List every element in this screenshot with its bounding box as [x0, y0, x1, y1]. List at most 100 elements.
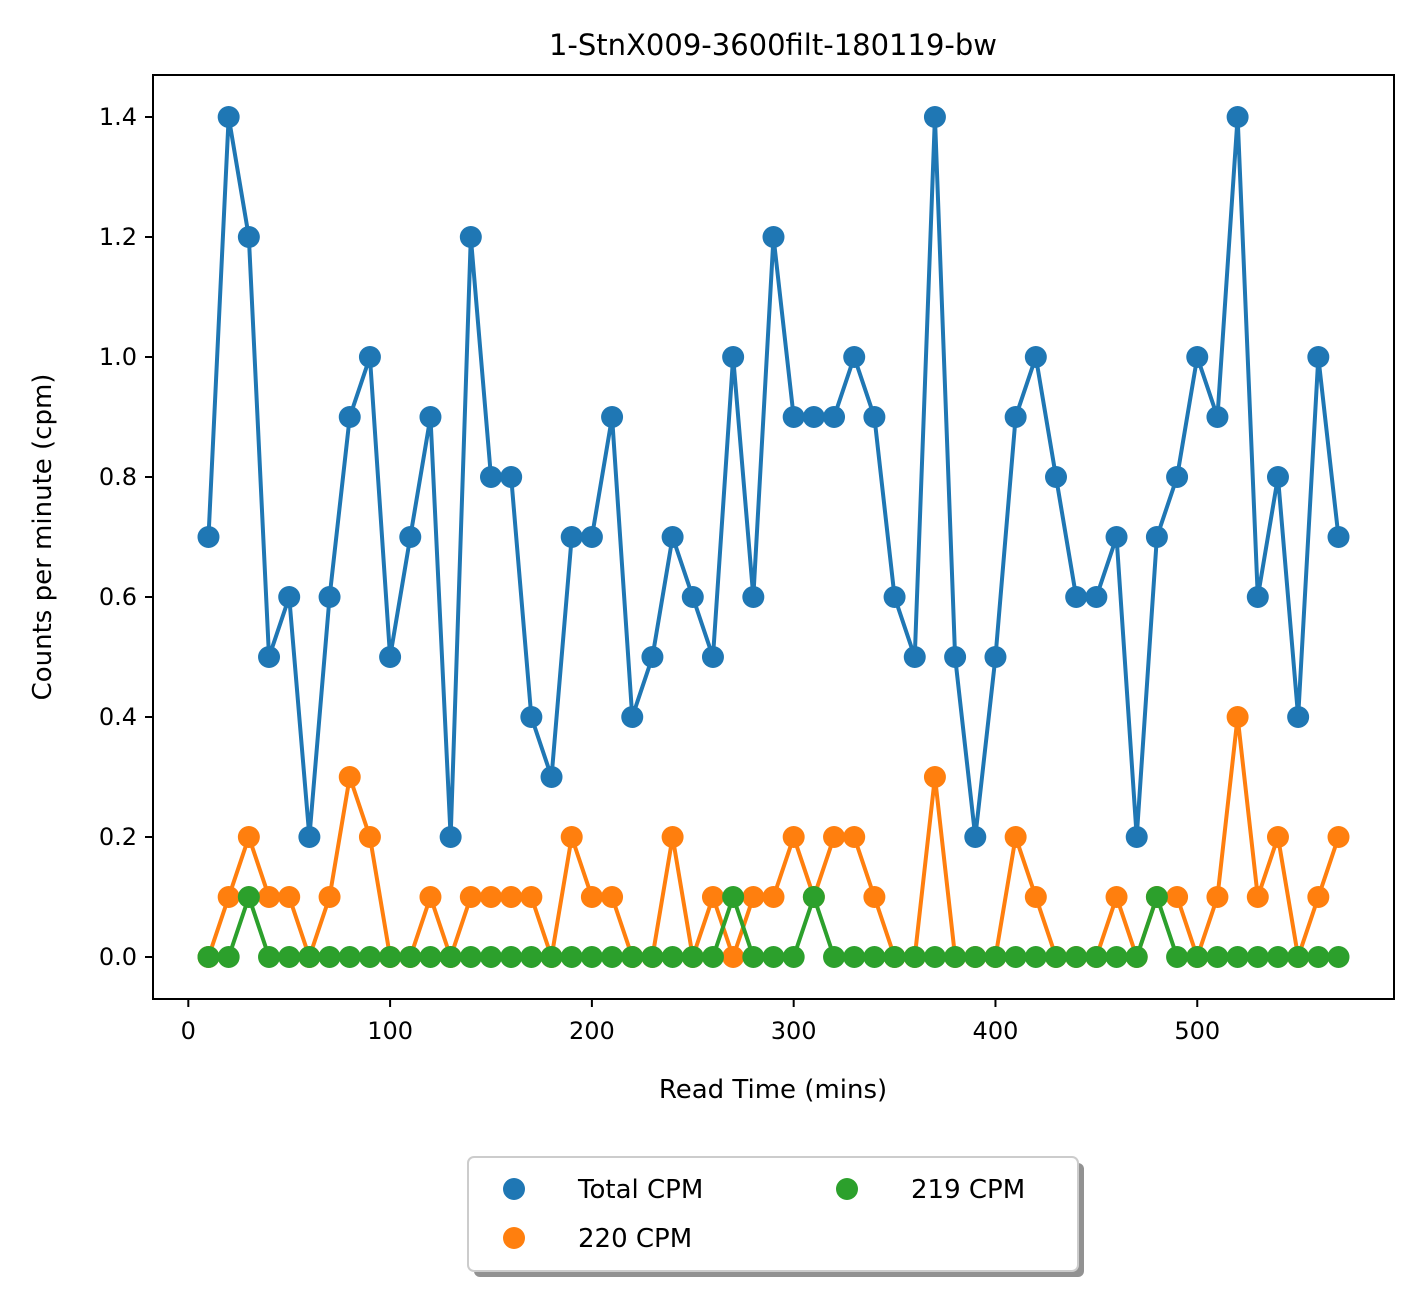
data-point: [500, 466, 523, 488]
data-point: [500, 946, 523, 968]
y-tick-label: 0.4: [99, 703, 137, 731]
data-point: [298, 826, 321, 848]
data-point: [419, 406, 442, 428]
data-point: [742, 946, 765, 968]
data-point: [1226, 946, 1249, 968]
data-point: [1206, 406, 1229, 428]
x-tick-label: 500: [1174, 1017, 1220, 1045]
data-point: [621, 946, 644, 968]
data-point: [661, 826, 684, 848]
data-point: [1327, 826, 1350, 848]
x-tick-label: 200: [569, 1017, 615, 1045]
data-point: [641, 646, 664, 668]
data-point: [1266, 466, 1289, 488]
data-point: [1004, 826, 1027, 848]
data-point: [681, 946, 704, 968]
data-point: [661, 526, 684, 548]
data-point: [459, 886, 482, 908]
data-point: [681, 586, 704, 608]
y-tick-label: 1.2: [99, 223, 137, 251]
data-point: [1307, 946, 1330, 968]
data-point: [278, 886, 301, 908]
data-point: [237, 826, 260, 848]
data-point: [661, 946, 684, 968]
y-tick-label: 0.8: [99, 463, 137, 491]
series-2: [197, 886, 1350, 968]
data-point: [278, 586, 301, 608]
data-point: [1166, 466, 1189, 488]
data-point: [217, 886, 240, 908]
data-point: [863, 886, 886, 908]
data-point: [318, 946, 341, 968]
data-point: [1246, 886, 1269, 908]
data-point: [944, 946, 967, 968]
data-point: [903, 646, 926, 668]
data-point: [722, 346, 745, 368]
legend-label: 219 CPM: [911, 1175, 1025, 1205]
x-tick-label: 300: [771, 1017, 817, 1045]
data-point: [762, 886, 785, 908]
data-point: [863, 406, 886, 428]
data-point: [1065, 586, 1088, 608]
data-point: [621, 706, 644, 728]
data-point: [883, 946, 906, 968]
data-point: [601, 886, 624, 908]
y-tick-label: 1.0: [99, 343, 137, 371]
data-point: [1226, 106, 1249, 128]
legend-label: 220 CPM: [578, 1224, 692, 1254]
data-point: [782, 946, 805, 968]
data-point: [883, 586, 906, 608]
data-point: [1145, 886, 1168, 908]
data-point: [1307, 346, 1330, 368]
x-tick-label: 0: [181, 1017, 196, 1045]
data-point: [318, 586, 341, 608]
data-point: [338, 406, 361, 428]
data-point: [258, 646, 281, 668]
data-point: [338, 946, 361, 968]
data-point: [520, 886, 543, 908]
data-point: [601, 946, 624, 968]
data-point: [1085, 946, 1108, 968]
data-point: [1045, 466, 1068, 488]
data-point: [722, 946, 745, 968]
data-point: [1307, 886, 1330, 908]
data-point: [923, 766, 946, 788]
y-axis-label: Counts per minute (cpm): [28, 374, 58, 701]
legend-box: [467, 1156, 1079, 1272]
data-point: [298, 946, 321, 968]
data-point: [1166, 946, 1189, 968]
data-point: [580, 526, 603, 548]
data-point: [479, 466, 502, 488]
data-point: [1206, 946, 1229, 968]
data-point: [903, 946, 926, 968]
data-point: [863, 946, 886, 968]
data-point: [399, 946, 422, 968]
data-point: [782, 826, 805, 848]
data-point: [1065, 946, 1088, 968]
data-point: [1166, 886, 1189, 908]
data-point: [762, 946, 785, 968]
data-point: [984, 646, 1007, 668]
data-point: [964, 826, 987, 848]
y-tick-label: 0.0: [99, 943, 137, 971]
data-point: [540, 946, 563, 968]
data-point: [459, 226, 482, 248]
data-point: [439, 946, 462, 968]
data-point: [823, 406, 846, 428]
series-0: [197, 106, 1350, 848]
data-point: [1105, 946, 1128, 968]
data-point: [984, 946, 1007, 968]
data-point: [762, 226, 785, 248]
legend: Total CPM 220 CPM 219 CPM: [467, 1156, 1084, 1277]
data-point: [1105, 526, 1128, 548]
data-point: [1186, 946, 1209, 968]
legend-marker: [503, 1227, 525, 1249]
data-point: [197, 946, 220, 968]
data-point: [258, 886, 281, 908]
data-point: [399, 526, 422, 548]
data-point: [237, 886, 260, 908]
y-axis: 0.0 0.2 0.4 0.6 0.8 1.0 1.2 1.4: [99, 103, 153, 971]
data-point: [338, 766, 361, 788]
data-point: [1105, 886, 1128, 908]
